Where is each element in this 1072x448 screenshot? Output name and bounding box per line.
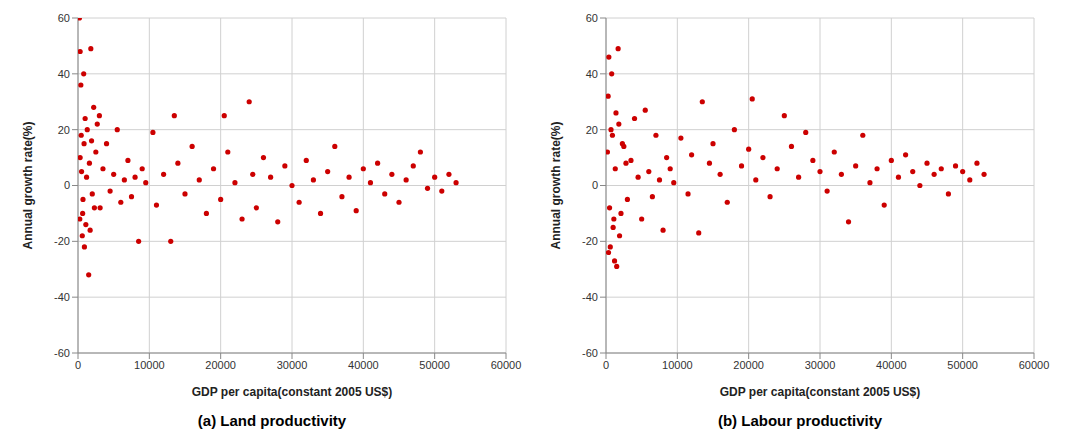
svg-text:40000: 40000 [876, 359, 907, 371]
svg-text:50000: 50000 [947, 359, 978, 371]
svg-text:0: 0 [75, 359, 81, 371]
svg-text:-20: -20 [54, 235, 70, 247]
svg-text:-60: -60 [54, 347, 70, 359]
svg-text:60: 60 [586, 12, 598, 24]
svg-text:20000: 20000 [205, 359, 236, 371]
svg-text:50000: 50000 [419, 359, 450, 371]
svg-text:20000: 20000 [733, 359, 764, 371]
svg-text:10000: 10000 [134, 359, 165, 371]
svg-text:0: 0 [64, 179, 70, 191]
html-text:(b) Labour productivity: (b) Labour productivity [717, 412, 883, 429]
html-text:(a) Land productivity: (a) Land productivity [197, 412, 347, 429]
svg-text:Annual growth rate(%): Annual growth rate(%) [549, 121, 563, 249]
svg-text:20: 20 [586, 124, 598, 136]
svg-text:30000: 30000 [277, 359, 308, 371]
svg-text:20: 20 [58, 124, 70, 136]
svg-text:40000: 40000 [348, 359, 379, 371]
svg-text:-60: -60 [582, 347, 598, 359]
svg-text:40: 40 [58, 68, 70, 80]
svg-text:GDP per capita(constant 2005 U: GDP per capita(constant 2005 US$) [192, 385, 393, 399]
svg-text:60000: 60000 [491, 359, 522, 371]
svg-text:-40: -40 [54, 291, 70, 303]
svg-text:-20: -20 [582, 235, 598, 247]
svg-text:GDP per capita(constant 2005 U: GDP per capita(constant 2005 US$) [720, 385, 921, 399]
svg-text:-40: -40 [582, 291, 598, 303]
svg-text:0: 0 [592, 179, 598, 191]
svg-text:30000: 30000 [805, 359, 836, 371]
svg-text:0: 0 [603, 359, 609, 371]
svg-text:Annual growth rate(%): Annual growth rate(%) [21, 121, 35, 249]
svg-text:40: 40 [586, 68, 598, 80]
svg-text:10000: 10000 [662, 359, 693, 371]
svg-text:60: 60 [58, 12, 70, 24]
svg-text:60000: 60000 [1019, 359, 1050, 371]
